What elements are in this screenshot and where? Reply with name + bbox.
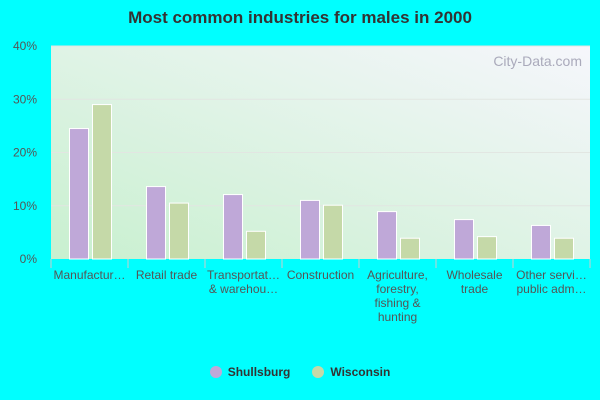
legend: Shullsburg Wisconsin xyxy=(0,365,600,379)
legend-swatch xyxy=(209,366,222,378)
x-tick-label: public adm… xyxy=(516,282,586,296)
y-tick-label: 40% xyxy=(13,39,37,53)
bar-shullsburg xyxy=(146,186,166,260)
bar-wisconsin xyxy=(477,236,497,260)
bar-wisconsin xyxy=(246,230,266,260)
y-tick-label: 0% xyxy=(20,252,38,266)
bar-shullsburg xyxy=(69,128,89,260)
x-tick-label: hunting xyxy=(378,310,417,324)
bar-shullsburg xyxy=(300,199,320,260)
bar-wisconsin xyxy=(323,204,343,260)
x-tick-label: Manufactur… xyxy=(53,268,125,282)
x-tick-label: Agriculture, xyxy=(367,268,428,282)
bar-shullsburg xyxy=(454,219,474,260)
bar-shullsburg xyxy=(223,194,243,260)
chart-title: Most common industries for males in 2000 xyxy=(128,8,472,27)
bar-wisconsin xyxy=(92,104,112,260)
x-tick-label: Wholesale xyxy=(446,268,502,282)
x-tick-label: trade xyxy=(461,282,489,296)
legend-label: Shullsburg xyxy=(227,365,291,379)
legend-item-wisconsin: Wisconsin xyxy=(312,365,390,379)
bar-shullsburg xyxy=(531,224,551,260)
x-tick-label: & warehou… xyxy=(209,282,278,296)
x-tick-label: Transportat… xyxy=(207,268,280,282)
bar-wisconsin xyxy=(169,202,189,260)
legend-swatch xyxy=(312,366,325,378)
bar-shullsburg xyxy=(377,211,397,260)
legend-label: Wisconsin xyxy=(330,365,391,379)
x-tick-label: Construction xyxy=(287,268,354,282)
x-tick-label: Other servi… xyxy=(516,268,587,282)
x-tick-label: fishing & xyxy=(374,296,420,310)
x-tick-label: Retail trade xyxy=(136,268,198,282)
bar-wisconsin xyxy=(554,237,574,260)
y-tick-label: 10% xyxy=(13,199,37,213)
y-tick-label: 20% xyxy=(13,146,37,160)
bar-wisconsin xyxy=(400,237,420,260)
x-tick-label: forestry, xyxy=(376,282,418,296)
y-tick-label: 30% xyxy=(13,92,37,106)
watermark: City-Data.com xyxy=(493,53,582,69)
legend-item-shullsburg: Shullsburg xyxy=(209,365,291,379)
